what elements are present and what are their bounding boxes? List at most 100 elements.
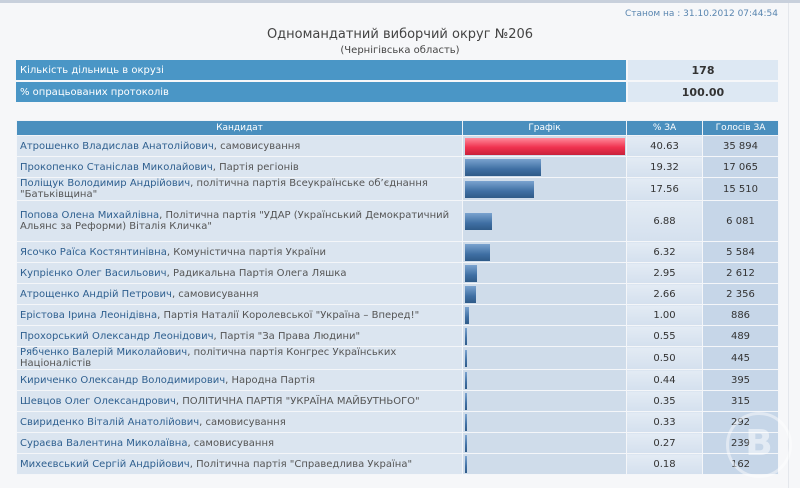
pct-cell: 6.88 <box>626 200 703 242</box>
candidate-name-link[interactable]: Атрощенко Андрій Петрович <box>20 288 172 300</box>
right-border <box>788 3 789 488</box>
table-row: Поліщук Володимир Андрійович, політична … <box>16 177 779 201</box>
votes-cell: 15 510 <box>702 177 779 201</box>
candidate-cell: Попова Олена Михайлівна, Політична парті… <box>16 200 463 242</box>
pct-cell: 0.27 <box>626 432 703 454</box>
candidate-name-link[interactable]: Прокопенко Станіслав Миколайович <box>20 161 213 173</box>
vote-bar <box>465 243 490 261</box>
candidate-name-link[interactable]: Поліщук Володимир Андрійович <box>20 178 191 189</box>
votes-cell: 17 065 <box>702 156 779 178</box>
candidate-cell: Михеєвський Сергій Андрійович, Політична… <box>16 453 463 475</box>
graph-cell <box>462 241 627 263</box>
graph-cell <box>462 390 627 412</box>
table-row: Сураєва Валентина Миколаївна, самовисува… <box>16 432 779 454</box>
summary-row-stations: Кількість дільниць в окрузі 178 <box>16 60 778 82</box>
graph-cell <box>462 453 627 475</box>
vote-bar <box>465 349 467 367</box>
graph-cell <box>462 177 627 201</box>
pct-cell: 0.55 <box>626 325 703 347</box>
summary-label: % опрацьованих протоколів <box>16 81 627 104</box>
graph-cell <box>462 369 627 391</box>
graph-cell <box>462 156 627 178</box>
candidate-name-link[interactable]: Атрошенко Владислав Анатолійович <box>20 140 214 152</box>
candidate-name-link[interactable]: Кириченко Олександр Володимирович <box>20 374 226 386</box>
candidate-party: , Народна Партія <box>225 374 315 386</box>
candidate-name-link[interactable]: Рябченко Валерій Миколайович <box>20 347 188 358</box>
table-row: Рябченко Валерій Миколайович, політична … <box>16 346 779 370</box>
candidate-party: , самовисування <box>187 437 275 449</box>
votes-cell: 2 612 <box>702 262 779 284</box>
pct-cell: 0.18 <box>626 453 703 475</box>
candidate-name-link[interactable]: Сураєва Валентина Миколаївна <box>20 437 188 449</box>
header-pct: % ЗА <box>626 120 703 136</box>
candidate-cell: Свириденко Віталій Анатолійович, самовис… <box>16 411 463 433</box>
pct-cell: 1.00 <box>626 304 703 326</box>
vote-bar <box>465 455 467 473</box>
vote-bar <box>465 371 467 389</box>
vote-bar <box>465 285 476 303</box>
candidate-name-link[interactable]: Шевцов Олег Олександрович <box>20 395 176 407</box>
candidate-party: , Політична партія "Справедлива Україна" <box>189 458 413 470</box>
candidate-cell: Шевцов Олег Олександрович, ПОЛІТИЧНА ПАР… <box>16 390 463 412</box>
summary-row-protocols: % опрацьованих протоколів 100.00 <box>16 81 778 104</box>
candidate-party: , Політична партія "УДАР (Український Де… <box>20 210 450 232</box>
results-header: Кандидат Графік % ЗА Голосів ЗА <box>16 120 779 136</box>
table-row: Купрієнко Олег Васильович, Радикальна Па… <box>16 262 779 284</box>
vote-bar <box>465 158 542 176</box>
top-border <box>0 0 800 3</box>
pct-cell: 2.66 <box>626 283 703 305</box>
table-row: Кириченко Олександр Володимирович, Народ… <box>16 369 779 391</box>
candidate-cell: Сураєва Валентина Миколаївна, самовисува… <box>16 432 463 454</box>
table-row: Свириденко Віталій Анатолійович, самовис… <box>16 411 779 433</box>
candidate-cell: Ерістова Ірина Леонідівна, Партія Наталі… <box>16 304 463 326</box>
summary-table: Кількість дільниць в окрузі 178 % опрацьо… <box>16 60 778 104</box>
candidate-cell: Ясочко Раїса Костянтинівна, Комуністична… <box>16 241 463 263</box>
candidate-party: , самовисування <box>213 140 301 152</box>
watermark-logo: В <box>726 412 792 478</box>
candidate-name-link[interactable]: Купрієнко Олег Васильович <box>20 267 167 279</box>
summary-value: 178 <box>626 60 778 82</box>
table-row: Атрошенко Владислав Анатолійович, самови… <box>16 135 779 157</box>
candidate-party: , самовисування <box>199 416 286 428</box>
pct-cell: 0.33 <box>626 411 703 433</box>
candidate-name-link[interactable]: Попова Олена Михайлівна <box>20 210 160 221</box>
pct-cell: 40.63 <box>626 135 703 157</box>
candidate-party: , ПОЛІТИЧНА ПАРТІЯ "УКРАЇНА МАЙБУТНЬОГО" <box>175 395 420 407</box>
pct-cell: 0.35 <box>626 390 703 412</box>
candidate-party: , самовисування <box>171 288 259 300</box>
pct-cell: 0.50 <box>626 346 703 370</box>
pct-cell: 17.56 <box>626 177 703 201</box>
candidate-name-link[interactable]: Прохорський Олександр Леонідович <box>20 330 214 342</box>
graph-cell <box>462 135 627 157</box>
pct-cell: 2.95 <box>626 262 703 284</box>
vote-bar <box>465 392 467 410</box>
header-graph: Графік <box>462 120 627 136</box>
candidate-cell: Атрощенко Андрій Петрович, самовисування <box>16 283 463 305</box>
candidate-cell: Прокопенко Станіслав Миколайович, Партія… <box>16 156 463 178</box>
page-title: Одномандатний виборчий округ №206 <box>266 27 534 42</box>
graph-cell <box>462 346 627 370</box>
candidate-party: , Партія "За Права Людини" <box>213 330 361 342</box>
page-subtitle: (Чернігівська область) <box>340 45 460 56</box>
candidate-name-link[interactable]: Ясочко Раїса Костянтинівна <box>20 246 167 258</box>
candidate-cell: Поліщук Володимир Андрійович, політична … <box>16 177 463 201</box>
pct-cell: 19.32 <box>626 156 703 178</box>
votes-cell: 5 584 <box>702 241 779 263</box>
graph-cell <box>462 262 627 284</box>
candidate-cell: Купрієнко Олег Васильович, Радикальна Па… <box>16 262 463 284</box>
votes-cell: 2 356 <box>702 283 779 305</box>
candidate-party: , Партія Наталії Королевської "Україна –… <box>157 309 420 321</box>
table-row: Прокопенко Станіслав Миколайович, Партія… <box>16 156 779 178</box>
candidate-cell: Кириченко Олександр Володимирович, Народ… <box>16 369 463 391</box>
candidate-name-link[interactable]: Михеєвський Сергій Андрійович <box>20 458 190 470</box>
candidate-name-link[interactable]: Ерістова Ірина Леонідівна <box>20 309 158 321</box>
table-row: Ясочко Раїса Костянтинівна, Комуністична… <box>16 241 779 263</box>
candidate-cell: Атрошенко Владислав Анатолійович, самови… <box>16 135 463 157</box>
candidate-party: , політична партія Всеукраїнське об’єдна… <box>20 178 428 200</box>
votes-cell: 445 <box>702 346 779 370</box>
candidate-party: , Комуністична партія України <box>166 246 327 258</box>
vote-bar <box>465 413 467 431</box>
votes-cell: 315 <box>702 390 779 412</box>
summary-label: Кількість дільниць в окрузі <box>16 60 627 82</box>
candidate-name-link[interactable]: Свириденко Віталій Анатолійович <box>20 416 200 428</box>
